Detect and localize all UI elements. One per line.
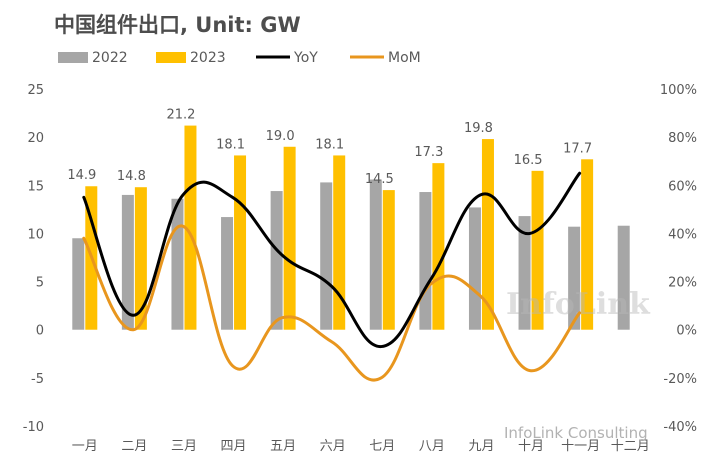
right-tick-label: 100%: [660, 83, 697, 98]
left-tick-label: 15: [27, 179, 44, 194]
bar-2023: [382, 190, 395, 330]
bar-2022: [221, 217, 234, 330]
data-label-2023: 19.8: [464, 121, 493, 136]
watermark-footer: InfoLink Consulting: [504, 424, 648, 442]
category-tick-label: 一月: [72, 439, 98, 454]
data-labels: 14.9 14.8 21.2 18.1 19.0 18.1 14.5 17.3 19.8 16.5…: [67, 108, 592, 188]
bar-2022: [121, 194, 134, 330]
right-axis: -40% -20% 0% 20% 40% 60% 80% 100%: [660, 83, 697, 435]
chart-title: 中国组件出口, Unit: GW: [54, 13, 301, 37]
bar-2023: [283, 146, 296, 330]
line-mom: [82, 224, 582, 382]
legend: 2022 2023 YoY MoM: [58, 50, 421, 66]
category-tick-label: 十一月: [561, 439, 600, 454]
bar-2022: [369, 179, 382, 330]
bar-2023: [531, 170, 544, 330]
bars: [72, 125, 630, 330]
category-tick-label: 五月: [270, 439, 296, 454]
data-label-2023: 18.1: [315, 137, 344, 152]
right-tick-label: -20%: [663, 372, 697, 387]
right-tick-label: 60%: [668, 179, 697, 194]
legend-label: MoM: [388, 50, 421, 66]
data-label-2023: 14.8: [117, 169, 146, 184]
right-tick-label: -40%: [663, 420, 697, 435]
bar-2023: [481, 139, 494, 330]
left-tick-label: -5: [31, 372, 44, 387]
bar-2022: [468, 207, 481, 330]
data-label-2023: 17.7: [563, 141, 592, 156]
bar-2023: [581, 159, 594, 330]
bar-2022: [518, 216, 531, 330]
legend-swatch: [58, 52, 88, 63]
category-axis: 一月 二月 三月 四月 五月 六月 七月 八月 九月 十月 十一月 十二月: [72, 439, 650, 454]
left-tick-label: -10: [23, 420, 44, 435]
bar-2023: [134, 187, 147, 330]
bar-2023: [184, 125, 197, 330]
category-tick-label: 三月: [171, 439, 197, 454]
left-tick-label: 0: [36, 324, 44, 339]
right-tick-label: 20%: [668, 276, 697, 291]
lines: [82, 171, 582, 382]
right-tick-label: 40%: [668, 227, 697, 242]
category-tick-label: 八月: [419, 439, 445, 454]
legend-swatch: [156, 52, 186, 63]
bar-2022: [568, 226, 581, 330]
bar-2023: [432, 163, 445, 330]
legend-label: 2023: [190, 50, 226, 66]
category-tick-label: 九月: [468, 439, 494, 454]
bar-2022: [419, 192, 432, 330]
legend-label: 2022: [92, 50, 128, 66]
data-label-2023: 21.2: [166, 108, 195, 123]
data-label-2023: 18.1: [216, 137, 245, 152]
bar-2022: [617, 225, 630, 330]
category-tick-label: 十月: [518, 439, 544, 454]
category-tick-label: 六月: [320, 439, 346, 454]
left-tick-label: 25: [27, 83, 44, 98]
category-tick-label: 四月: [221, 439, 247, 454]
line-yoy: [82, 171, 582, 349]
bar-2023: [234, 155, 247, 330]
left-tick-label: 20: [27, 131, 44, 146]
category-tick-label: 七月: [369, 439, 395, 454]
right-tick-label: 80%: [668, 131, 697, 146]
data-label-2023: 14.9: [67, 168, 96, 183]
data-label-2023: 16.5: [514, 153, 543, 168]
bar-2022: [270, 191, 283, 330]
right-tick-label: 0%: [676, 324, 697, 339]
left-tick-label: 10: [27, 227, 44, 242]
data-label-2023: 19.0: [266, 129, 295, 144]
bar-2023: [333, 155, 346, 330]
left-axis: -10 -5 0 5 10 15 20 25: [23, 83, 44, 435]
data-label-2023: 17.3: [414, 145, 443, 160]
left-tick-label: 5: [36, 276, 44, 291]
legend-label: YoY: [293, 50, 318, 66]
bar-2022: [320, 182, 333, 330]
bar-2022: [72, 238, 85, 330]
bar-2022: [171, 198, 184, 330]
category-tick-label: 二月: [121, 439, 147, 454]
data-label-2023: 14.5: [365, 172, 394, 187]
category-tick-label: 十二月: [611, 439, 650, 454]
